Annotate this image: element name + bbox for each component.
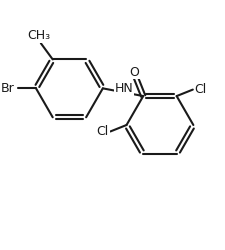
Text: HN: HN: [114, 82, 133, 96]
Text: Cl: Cl: [193, 83, 206, 96]
Text: CH₃: CH₃: [27, 29, 50, 42]
Text: Br: Br: [1, 82, 15, 95]
Text: Cl: Cl: [96, 125, 108, 138]
Text: O: O: [129, 66, 139, 79]
